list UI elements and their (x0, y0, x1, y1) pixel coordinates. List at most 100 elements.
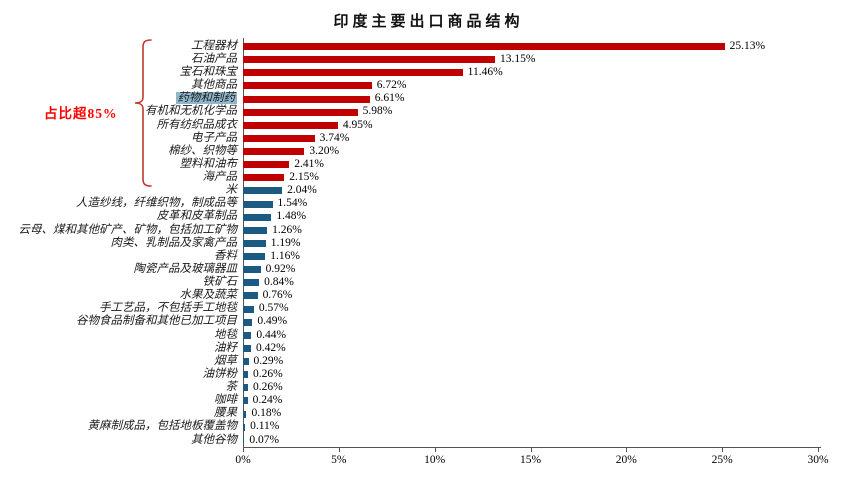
bar (243, 253, 266, 261)
chart-row: 石油产品 13.15% (0, 53, 857, 66)
category-label: 棉纱、织物等 (168, 144, 237, 157)
bar (243, 148, 305, 156)
bar (243, 226, 268, 234)
value-label: 1.26% (272, 223, 302, 236)
bar (243, 358, 249, 366)
x-tick-label: 25% (711, 454, 733, 466)
chart-row: 海产品 2.15% (0, 171, 857, 184)
bar (243, 187, 283, 195)
bar (243, 292, 258, 300)
bar (243, 161, 290, 169)
value-label: 0.24% (252, 394, 283, 407)
value-label: 0.76% (262, 289, 293, 302)
category-label: 手工艺品，不包括手工地毯 (99, 302, 237, 315)
chart-row: 有机和无机化学品 5.98% (0, 106, 857, 119)
value-label: 0.49% (257, 315, 288, 328)
chart-row: 肉类、乳制品及家禽产品 1.19% (0, 237, 857, 250)
bar (243, 318, 253, 326)
category-label: 皮革和皮革制品 (156, 210, 238, 223)
value-label: 0.26% (252, 381, 283, 394)
x-tick-mark (243, 447, 244, 452)
value-label: 0.92% (265, 262, 296, 275)
brace-bracket (134, 39, 152, 187)
category-label: 人造纱线，纤维织物，制成品等 (76, 197, 237, 210)
x-tick-label: 15% (519, 454, 542, 466)
category-label: 塑料和油布 (179, 157, 238, 170)
category-label: 工程器材 (191, 39, 237, 52)
bar (243, 213, 272, 221)
bar (243, 43, 725, 51)
chart-row: 云母、煤和其他矿产、矿物，包括加工矿物 1.26% (0, 224, 857, 237)
chart-row: 茶 0.26% (0, 381, 857, 394)
category-label: 有机和无机化学品 (145, 105, 237, 118)
chart-row: 油饼粉 0.26% (0, 368, 857, 381)
chart-row: 手工艺品，不包括手工地毯 0.57% (0, 303, 857, 316)
category-label: 油饼粉 (202, 367, 238, 380)
category-label: 黄麻制成品，包括地板覆盖物 (87, 420, 238, 433)
bar (243, 200, 273, 208)
value-label: 0.84% (264, 276, 294, 289)
value-label: 13.15% (500, 52, 536, 65)
value-label: 5.98% (362, 105, 393, 118)
value-label: 0.29% (253, 354, 284, 367)
bar (243, 56, 496, 64)
chart-row: 药物和制药 6.61% (0, 92, 857, 106)
bar (243, 82, 372, 90)
x-tick-label: 20% (615, 454, 637, 466)
bar (243, 410, 247, 418)
category-label: 石油产品 (191, 52, 237, 65)
chart-row: 咖啡 0.24% (0, 394, 857, 407)
chart-row: 地毯 0.44% (0, 329, 857, 342)
value-label: 11.46% (467, 66, 503, 79)
bar (243, 266, 261, 274)
chart-row: 棉纱、织物等 3.20% (0, 145, 857, 158)
value-label: 1.19% (270, 236, 301, 249)
bar (243, 95, 370, 103)
bar (243, 279, 260, 287)
category-label: 烟草 (214, 354, 237, 367)
bar (243, 174, 285, 182)
bar (243, 397, 248, 405)
category-label: 茶 (225, 381, 238, 394)
category-label: 海产品 (202, 171, 238, 184)
category-label: 其他商品 (191, 79, 237, 92)
category-label: 陶瓷产品及玻璃器皿 (133, 262, 238, 275)
chart-row: 皮革和皮革制品 1.48% (0, 211, 857, 224)
category-label: 油籽 (214, 341, 237, 354)
category-label: 铁矿石 (202, 276, 238, 289)
value-label: 1.16% (270, 249, 300, 262)
x-tick-mark (434, 447, 436, 452)
category-label: 所有纺织品成衣 (156, 118, 238, 131)
category-label: 地毯 (214, 328, 237, 341)
category-label: 米 (225, 184, 238, 197)
chart-row: 人造纱线，纤维织物，制成品等 1.54% (0, 198, 857, 211)
bar (243, 134, 315, 142)
value-label: 6.72% (376, 79, 407, 92)
value-label: 25.13% (729, 39, 766, 52)
value-label: 0.11% (250, 420, 280, 433)
x-tick-mark (722, 447, 724, 452)
chart-row: 水果及蔬菜 0.76% (0, 289, 857, 302)
category-label: 腰果 (214, 407, 237, 420)
x-tick-label: 10% (424, 454, 446, 466)
x-axis-line (243, 447, 821, 448)
bar-rows-container: 工程器材 25.13% 石油产品 13.15% 宝石和珠宝 11.46% 其他商品 6.72%… (0, 40, 857, 447)
value-label: 2.41% (294, 157, 324, 170)
chart-row: 米 2.04% (0, 184, 857, 197)
value-label: 0.44% (256, 328, 287, 341)
bar (243, 344, 252, 352)
chart-row: 铁矿石 0.84% (0, 276, 857, 289)
x-tick-mark (626, 447, 628, 452)
chart-row: 油籽 0.42% (0, 342, 857, 355)
x-tick-label: 0% (235, 454, 251, 466)
value-label: 4.95% (342, 118, 373, 131)
x-tick-mark (338, 447, 340, 452)
value-label: 0.18% (251, 407, 282, 420)
bar (243, 436, 245, 444)
chart-row: 陶瓷产品及玻璃器皿 0.92% (0, 263, 857, 276)
bar (243, 384, 248, 392)
bar (243, 305, 254, 313)
category-label: 咖啡 (214, 394, 237, 407)
category-label: 谷物食品制备和其他已加工项目 (76, 315, 237, 328)
